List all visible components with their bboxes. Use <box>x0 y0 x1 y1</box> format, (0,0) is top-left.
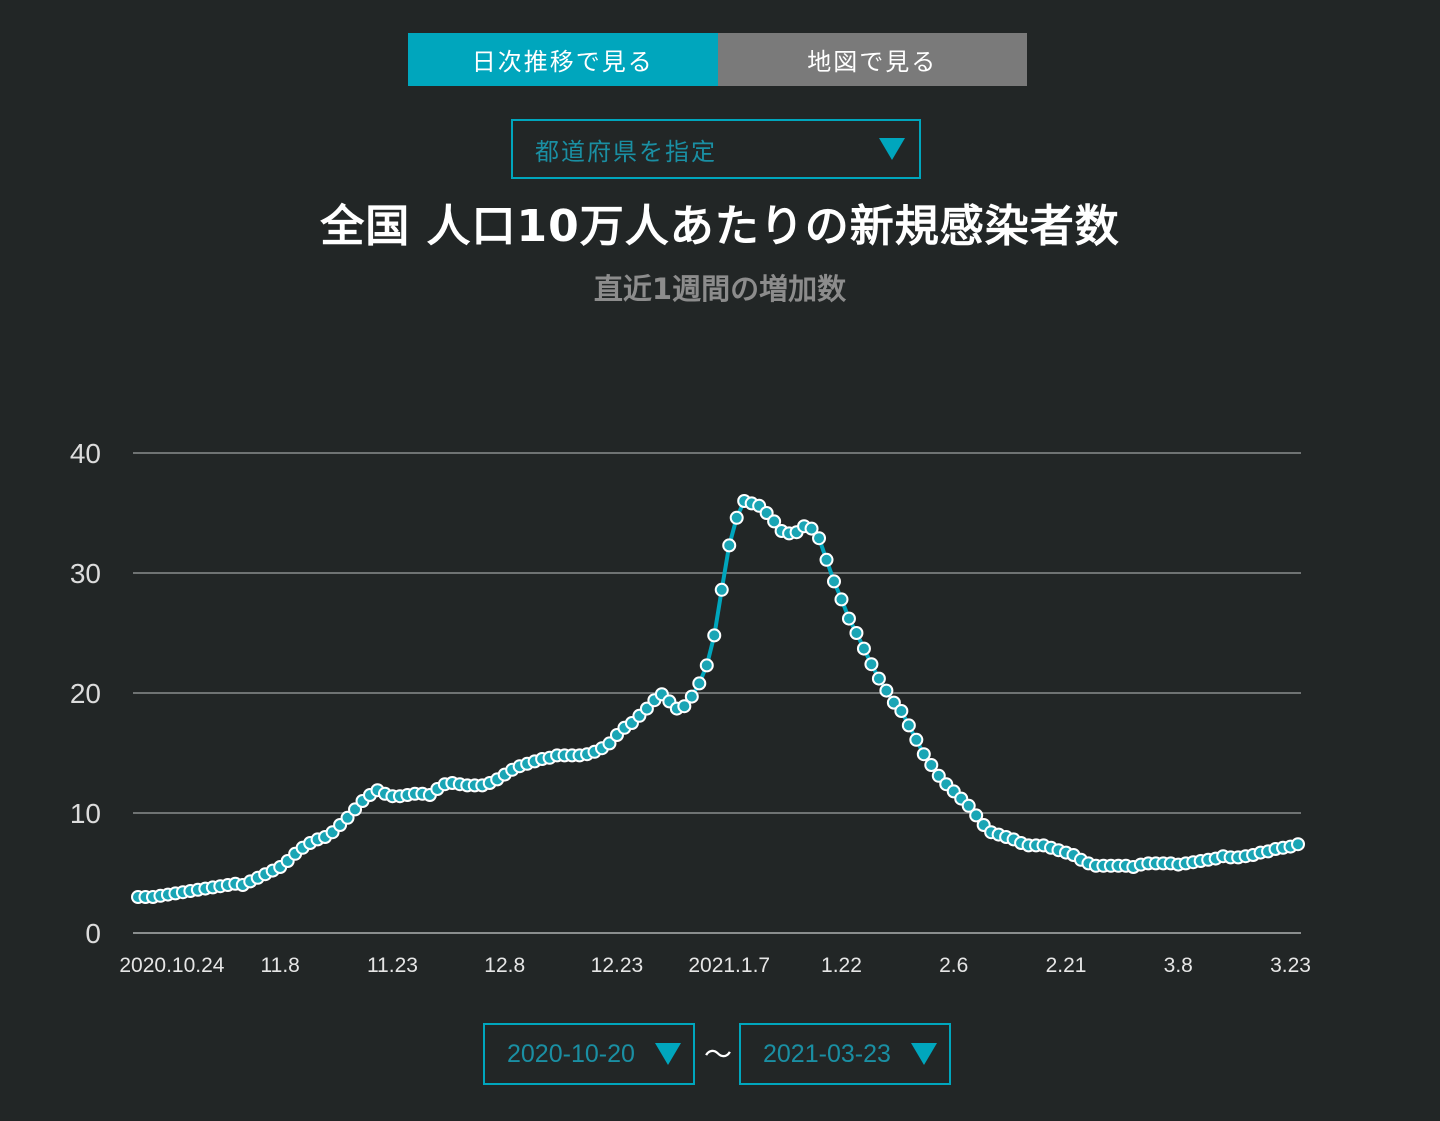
end-date-value: 2021-03-23 <box>763 1039 891 1068</box>
data-point[interactable] <box>729 510 744 525</box>
data-point[interactable] <box>834 592 849 607</box>
x-tick-label: 1.22 <box>821 954 862 977</box>
data-point[interactable] <box>894 704 909 718</box>
data-point[interactable] <box>901 718 916 733</box>
data-point[interactable] <box>871 671 886 686</box>
data-point[interactable] <box>1291 837 1305 852</box>
y-tick-label: 0 <box>85 918 101 949</box>
chart-subtitle: 直近1週間の増加数 <box>593 272 847 306</box>
data-point[interactable] <box>856 641 871 656</box>
prefecture-select[interactable]: 都道府県を指定 <box>511 119 921 179</box>
x-tick-label: 2020.10.24 <box>119 954 224 977</box>
prefecture-select-label: 都道府県を指定 <box>535 137 717 166</box>
data-point[interactable] <box>909 732 924 747</box>
x-tick-label: 3.23 <box>1270 954 1311 977</box>
x-tick-labels: 2020.10.24 11.8 11.23 12.8 12.23 2021.1.7 1.22… <box>119 954 1311 977</box>
x-tick-label: 12.23 <box>591 954 644 977</box>
data-point[interactable] <box>699 658 714 673</box>
x-tick-label: 12.8 <box>484 954 525 977</box>
data-point[interactable] <box>879 683 894 698</box>
x-tick-label: 2021.1.7 <box>688 954 770 977</box>
tab-daily-trend[interactable]: 日次推移で見る <box>408 33 718 86</box>
y-tick-labels: 0 10 20 30 40 <box>70 438 101 949</box>
data-point[interactable] <box>819 552 834 567</box>
x-tick-label: 11.8 <box>261 954 300 977</box>
data-point[interactable] <box>969 808 984 823</box>
data-point[interactable] <box>812 531 827 546</box>
end-date-select[interactable]: 2021-03-23 <box>739 1023 951 1085</box>
data-point[interactable] <box>714 582 729 597</box>
data-point[interactable] <box>924 758 939 772</box>
chart-title: 全国 人口10万人あたりの新規感染者数 <box>320 201 1120 252</box>
data-point[interactable] <box>692 676 707 691</box>
data-points <box>131 494 1305 904</box>
x-tick-label: 11.23 <box>367 954 418 977</box>
data-point[interactable] <box>961 798 976 813</box>
chevron-down-icon <box>911 1043 937 1065</box>
tab-map[interactable]: 地図で見る <box>717 33 1027 86</box>
data-point[interactable] <box>707 628 722 643</box>
start-date-value: 2020-10-20 <box>507 1039 635 1068</box>
data-point[interactable] <box>804 521 819 536</box>
data-point[interactable] <box>931 768 946 783</box>
data-point[interactable] <box>639 701 654 716</box>
y-tick-label: 20 <box>70 678 101 709</box>
chevron-down-icon <box>879 138 905 160</box>
y-tick-label: 30 <box>70 558 101 589</box>
data-point[interactable] <box>348 802 363 817</box>
data-point[interactable] <box>827 574 841 589</box>
start-date-select[interactable]: 2020-10-20 <box>483 1023 695 1085</box>
data-point[interactable] <box>759 506 774 520</box>
view-tabs: 日次推移で見る 地図で見る <box>408 33 1027 86</box>
range-separator: 〜 <box>703 1038 732 1071</box>
data-point[interactable] <box>684 689 699 704</box>
y-tick-label: 40 <box>70 438 101 469</box>
data-point[interactable] <box>340 810 355 825</box>
data-point[interactable] <box>864 657 879 672</box>
data-point[interactable] <box>841 611 856 626</box>
x-tick-label: 3.8 <box>1164 954 1193 977</box>
y-tick-label: 10 <box>70 798 101 829</box>
data-point[interactable] <box>677 699 692 714</box>
data-point[interactable] <box>916 747 931 762</box>
data-point[interactable] <box>849 626 864 640</box>
data-point[interactable] <box>722 538 737 553</box>
x-tick-label: 2.21 <box>1046 954 1087 977</box>
data-point[interactable] <box>767 514 782 529</box>
x-tick-label: 2.6 <box>939 954 968 977</box>
data-point[interactable] <box>602 736 617 751</box>
grid-lines <box>133 452 1301 934</box>
data-point[interactable] <box>886 695 901 710</box>
chevron-down-icon <box>655 1043 681 1065</box>
